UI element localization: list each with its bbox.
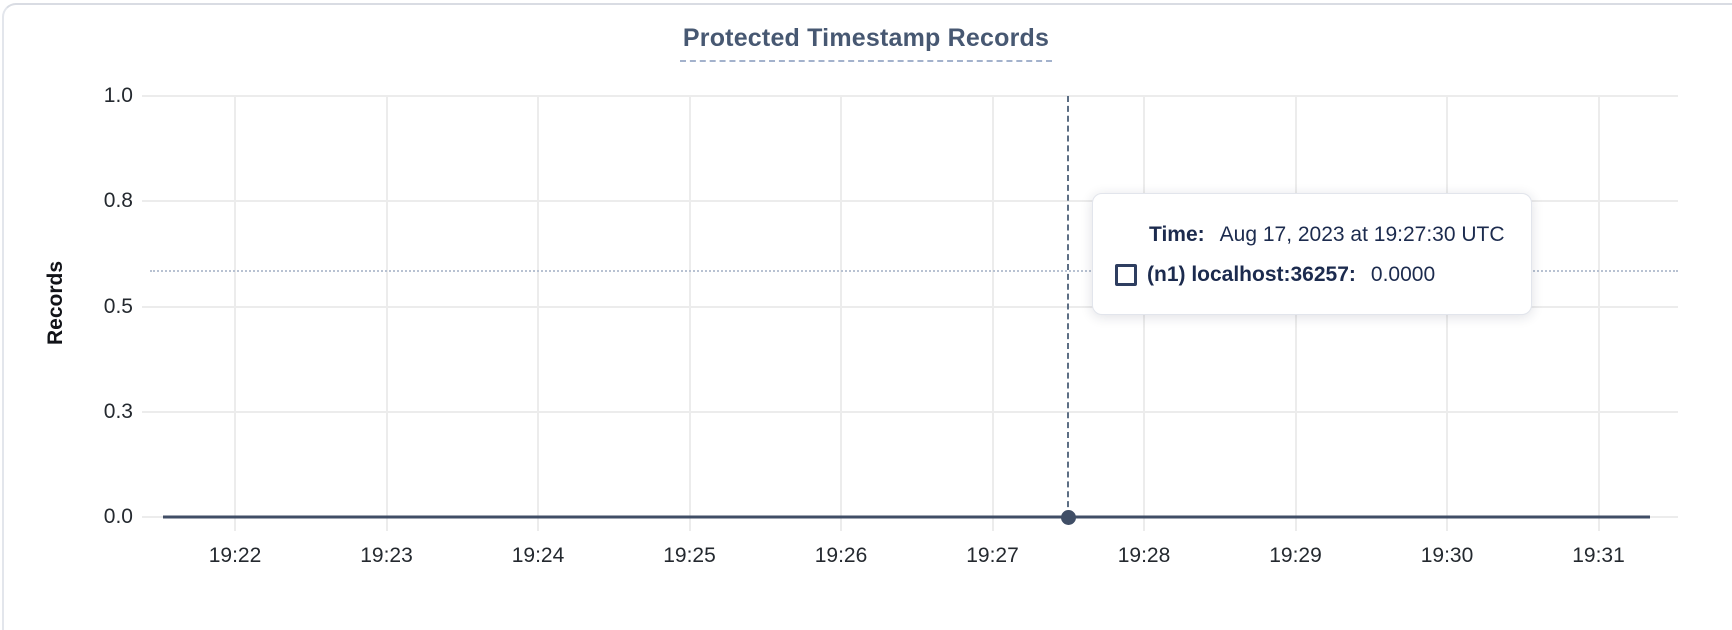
y-gridline xyxy=(142,200,1678,203)
crosshair-horizontal-line xyxy=(150,269,1678,272)
x-gridline xyxy=(688,96,691,531)
tooltip-series-value: 0.0000 xyxy=(1370,263,1436,286)
x-gridline xyxy=(234,96,236,531)
x-tick-label: 19:26 xyxy=(814,544,868,567)
hover-dot xyxy=(1060,509,1076,525)
chart-title[interactable]: Protected Timestamp Records xyxy=(679,24,1053,62)
crosshair-vertical-line xyxy=(1067,96,1070,517)
x-gridline xyxy=(1597,96,1600,531)
tooltip-time-row: Time: Aug 17, 2023 at 19:27:30 UTC xyxy=(1149,221,1531,249)
x-tick-label: 19:30 xyxy=(1420,544,1474,567)
x-tick-label: 19:29 xyxy=(1269,544,1322,567)
x-gridline xyxy=(385,96,388,531)
x-tick-label: 19:28 xyxy=(1117,544,1171,567)
tooltip-series-row: (n1) localhost:36257: 0.0000 xyxy=(1115,261,1531,289)
y-gridline xyxy=(142,410,1678,413)
tooltip-time-value: Aug 17, 2023 at 19:27:30 UTC xyxy=(1219,223,1505,246)
hollow-square-icon xyxy=(1115,264,1137,286)
x-gridline xyxy=(537,96,539,531)
x-tick-label: 19:27 xyxy=(966,544,1019,567)
x-gridline xyxy=(991,96,994,531)
x-tick-label: 19:24 xyxy=(511,544,565,567)
y-tick-label: 0.0 xyxy=(103,505,133,528)
y-tick-label: 0.3 xyxy=(103,399,133,423)
x-tick-label: 19:31 xyxy=(1572,544,1625,567)
y-tick-label: 0.8 xyxy=(103,189,133,213)
tooltip-series-label: (n1) localhost:36257: xyxy=(1147,263,1356,286)
card-border xyxy=(2,3,1732,630)
x-tick-label: 19:22 xyxy=(208,544,262,567)
x-gridline xyxy=(840,96,842,531)
y-tick-label: 0.5 xyxy=(103,294,133,318)
y-gridline xyxy=(142,95,1678,97)
tooltip-time-label: Time: xyxy=(1149,223,1205,246)
y-tick-label: 1.0 xyxy=(103,84,133,107)
x-tick-label: 19:25 xyxy=(663,544,716,567)
x-tick-label: 19:23 xyxy=(360,544,413,567)
hover-tooltip: Time: Aug 17, 2023 at 19:27:30 UTC (n1) l… xyxy=(1092,193,1532,315)
chart-header: Protected Timestamp Records xyxy=(0,24,1732,62)
y-gridline xyxy=(142,305,1678,308)
